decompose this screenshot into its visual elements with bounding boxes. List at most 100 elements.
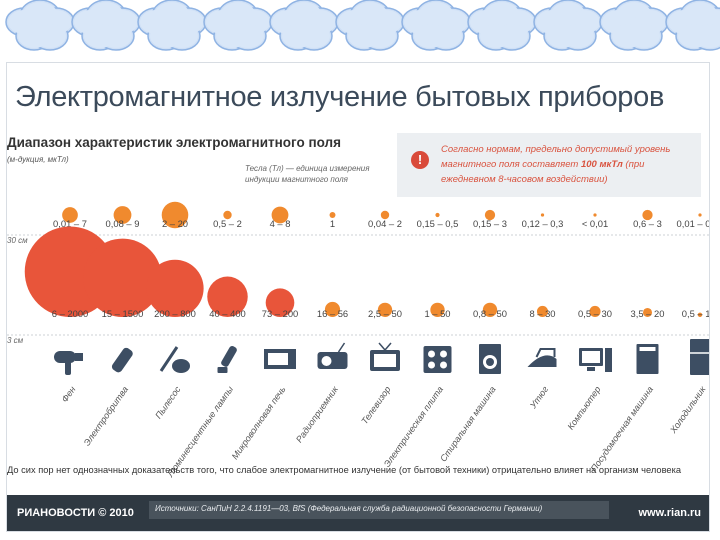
bubble-3cm [377,302,393,317]
appliance-name: Электрическая плита [382,384,445,469]
bubble-3cm [324,301,341,317]
range-label-3cm: 3,5 – 20 [631,308,665,319]
refrigerator-icon [690,339,709,375]
range-label-3cm: 0,8 – 50 [473,308,507,319]
cloud-shape [71,0,141,51]
bubble-30cm [113,206,132,224]
bubble-3cm [265,288,295,317]
cloud-shape [269,0,339,51]
appliance-name: Компьютер [566,384,603,431]
range-label-3cm: 0,5 – 1,7 [682,308,710,319]
cloud-shape [401,0,471,51]
appliance-name: Утюг [527,384,550,411]
bubble-3cm [536,305,549,317]
appliance-column: < 0,01 0,5 – 30 Компьютер [566,213,612,431]
appliance-column: 4 – 8 73 – 200 Микроволновая печь [230,206,299,461]
norm-text-before: Согласно нормам, предельно допустимый ур… [441,144,671,170]
cloud-shape [467,0,537,51]
bubble-30cm [329,212,336,218]
cloud-shape [137,0,207,51]
range-label-30cm: 0,01 – 7 [53,218,87,229]
appliance-name: Холодильник [667,384,708,436]
bubble-3cm [697,312,703,317]
radio-icon [317,342,348,369]
bubble-3cm [642,307,653,317]
range-label-30cm: 0,01 – 0,25 [677,218,710,229]
unit-note: (м-дукция, мкТл) [7,155,69,164]
range-label-30cm: 0,5 – 2 [213,218,242,229]
vacuum-cleaner-icon [159,346,190,373]
range-label-30cm: 0,04 – 2 [368,218,402,229]
norm-text-after: (при ежедневном 8-часовом воздействии) [441,159,645,185]
cloud-shape [599,0,669,51]
electric-shaver-icon [111,347,133,373]
appliance-column: 1 16 – 56 Радиоприемник [294,212,348,444]
bubble-30cm [435,212,440,218]
cloud-shape [665,0,720,51]
bubble-chart: 30 см 3 см 0,01 – 7 6 – 2000 Фен 0,08 – 9 15 –… [7,201,710,479]
bubble-3cm [482,302,498,317]
bubble-30cm [380,210,390,220]
footer-source: Источники: СанПиН 2.2.4.1191—03, BfS (Фе… [149,501,609,519]
range-label-30cm: 0,12 – 0,3 [522,218,564,229]
bubble-3cm [589,305,601,317]
distance-label-30cm: 30 см [7,236,28,245]
appliance-column: 0,04 – 2 2,5 – 50 Телевизор [359,210,402,426]
bubble-30cm [484,209,496,221]
bubble-30cm [161,201,189,229]
appliance-column: 0,15 – 0,5 1 – 50 Электрическая плита [382,212,458,469]
bubble-30cm [62,207,78,223]
bubble-30cm [698,213,702,217]
range-label-30cm: 1 [330,218,335,229]
range-label-30cm: 2 – 20 [162,218,188,229]
tv-icon [370,342,400,371]
bubble-30cm [223,210,232,220]
appliance-name: Посудомоечная машина [589,384,655,473]
range-label-3cm: 73 – 200 [262,308,299,319]
appliance-name: Радиоприемник [294,384,341,445]
bubble-30cm [642,209,653,221]
range-label-3cm: 40 – 400 [209,308,246,319]
norm-notice: ! Согласно нормам, предельно допустимый … [397,133,701,197]
range-label-30cm: < 0,01 [582,218,608,229]
microwave-icon [264,349,296,369]
electric-stove-icon [423,346,452,373]
range-label-30cm: 4 – 8 [270,218,291,229]
distance-label-3cm: 3 см [7,336,24,345]
appliance-name: Телевизор [359,384,392,426]
range-label-3cm: 0,5 – 30 [578,308,612,319]
appliance-column: 2 – 20 200 – 800 Пылесос [146,201,204,421]
range-label-3cm: 200 – 800 [154,308,196,319]
hair-dryer-icon [54,351,83,375]
cloud-border [0,0,720,62]
infographic-panel: Электромагнитное излучение бытовых прибо… [6,62,710,532]
appliance-name: Электробритва [82,384,130,447]
appliance-name: Микроволновая печь [230,384,288,461]
appliance-column: 0,01 – 0,25 0,5 – 1,7 Холодильник [667,213,710,436]
bubble-30cm [271,206,289,224]
range-label-3cm: 15 – 1500 [102,308,144,319]
bubble-3cm [146,259,204,317]
range-label-30cm: 0,6 – 3 [633,218,662,229]
range-label-3cm: 2,5 – 50 [368,308,402,319]
range-label-30cm: 0,15 – 3 [473,218,507,229]
computer-icon [579,348,612,372]
fluorescent-lamp-icon [217,345,237,373]
range-label-3cm: 8 – 30 [529,308,555,319]
appliance-column: 0,12 – 0,3 8 – 30 Утюг [522,213,564,411]
cloud-shape [533,0,603,51]
bubble-3cm [430,302,445,317]
bubble-30cm [540,213,545,217]
range-label-3cm: 16 – 56 [317,308,348,319]
cloud-shape [335,0,405,51]
appliance-name: Стиральная машина [438,384,498,463]
appliance-column: 0,15 – 3 0,8 – 50 Стиральная машина [438,209,507,464]
appliance-column: 0,6 – 3 3,5 – 20 Посудомоечная машина [589,209,665,473]
norm-text: Согласно нормам, предельно допустимый ур… [441,142,693,187]
cloud-shape [5,0,75,51]
range-label-3cm: 6 – 2000 [52,308,89,319]
iron-icon [527,348,557,367]
footnote: До сих пор нет однозначных доказательств… [7,465,682,475]
exclamation-icon: ! [411,151,429,169]
